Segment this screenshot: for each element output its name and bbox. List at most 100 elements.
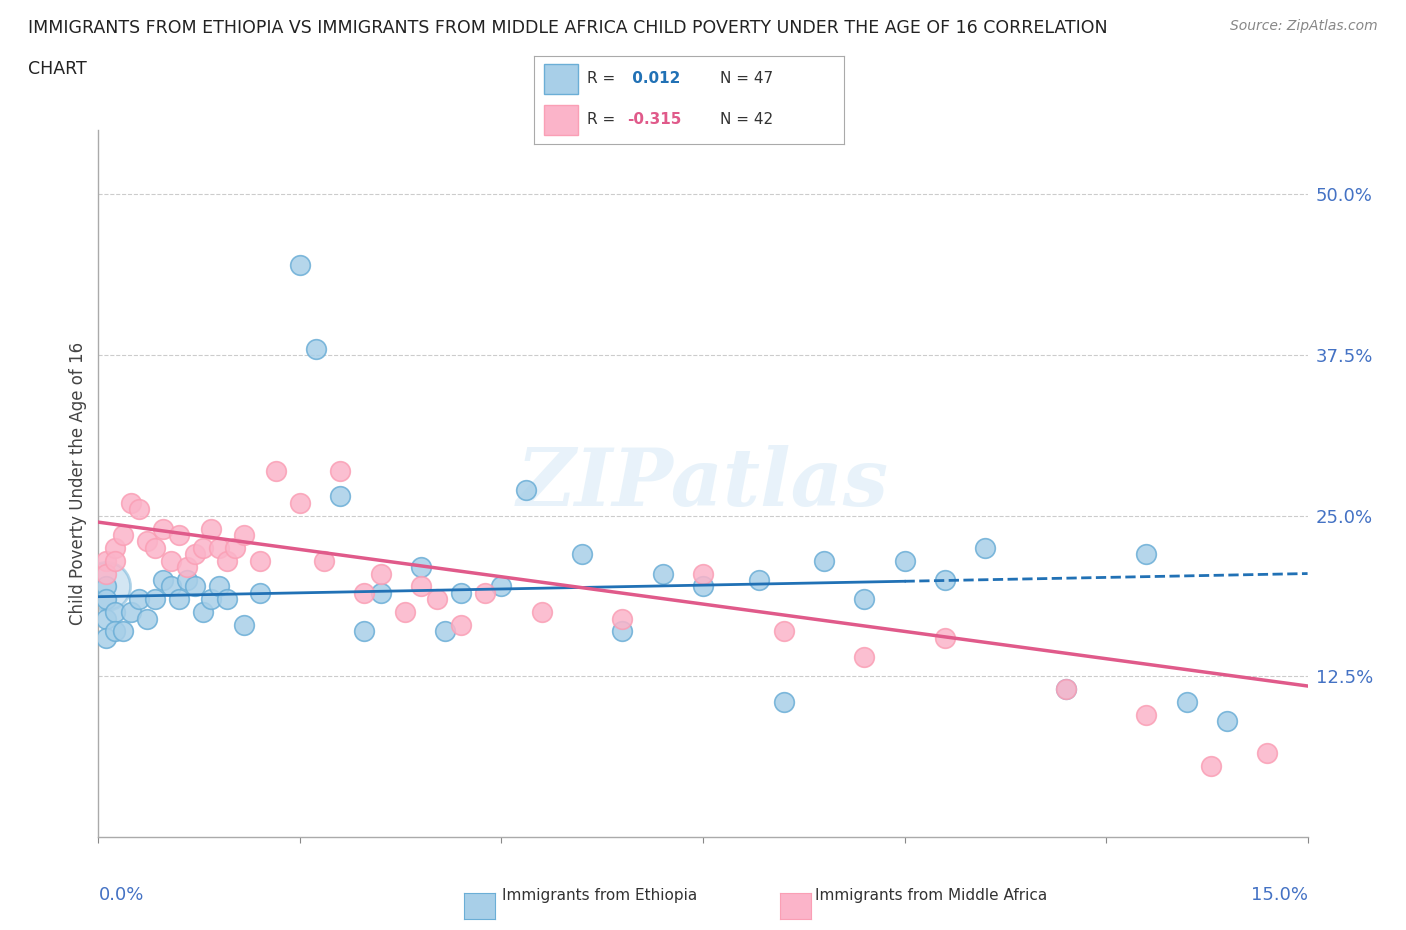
Point (409, 579, 432, 594)
Point (515, 483, 537, 498)
Point (160, 553, 183, 568)
Point (224, 540, 246, 555)
Point (651, 566, 673, 581)
Point (217, 591, 239, 606)
Point (409, 560, 432, 575)
Point (329, 489, 352, 504)
Point (974, 540, 997, 555)
Point (934, 631, 956, 645)
Point (314, 553, 336, 568)
Point (96, 579, 118, 594)
Point (143, 540, 166, 555)
Point (200, 521, 222, 536)
Point (96, 591, 118, 606)
Point (96, 553, 118, 568)
Point (370, 585, 392, 600)
Point (1054, 682, 1077, 697)
Point (353, 585, 375, 600)
Point (288, 258, 311, 272)
Text: R =: R = (586, 113, 620, 127)
Point (692, 579, 714, 594)
Point (176, 560, 198, 575)
Point (934, 573, 956, 588)
Text: IMMIGRANTS FROM ETHIOPIA VS IMMIGRANTS FROM MIDDLE AFRICA CHILD POVERTY UNDER TH: IMMIGRANTS FROM ETHIOPIA VS IMMIGRANTS F… (28, 19, 1108, 36)
Point (96, 631, 118, 645)
Point (208, 579, 231, 594)
Point (135, 611, 157, 626)
Point (152, 521, 174, 536)
Point (1256, 746, 1278, 761)
Point (1175, 695, 1198, 710)
Text: Source: ZipAtlas.com: Source: ZipAtlas.com (1230, 19, 1378, 33)
Point (1135, 708, 1157, 723)
Point (96, 566, 118, 581)
Point (193, 540, 215, 555)
Point (264, 463, 287, 478)
Text: 0.0%: 0.0% (98, 886, 143, 905)
Point (450, 585, 472, 600)
Point (692, 566, 714, 581)
Point (612, 624, 634, 639)
Point (1216, 714, 1239, 729)
Point (772, 695, 794, 710)
Point (143, 591, 166, 606)
Point (111, 527, 134, 542)
Point (571, 547, 593, 562)
Text: Immigrants from Middle Africa: Immigrants from Middle Africa (815, 888, 1047, 903)
Point (96, 611, 118, 626)
Point (491, 579, 513, 594)
Point (1135, 547, 1157, 562)
Point (1199, 759, 1222, 774)
Point (288, 496, 311, 511)
Point (103, 553, 125, 568)
FancyBboxPatch shape (544, 105, 578, 136)
Point (120, 496, 142, 511)
Point (120, 604, 142, 619)
Point (426, 591, 449, 606)
Text: N = 42: N = 42 (720, 113, 773, 127)
Point (853, 650, 876, 665)
Point (893, 553, 915, 568)
Point (200, 591, 222, 606)
Point (167, 591, 190, 606)
Y-axis label: Child Poverty Under the Age of 16: Child Poverty Under the Age of 16 (69, 342, 87, 625)
Point (394, 604, 416, 619)
Point (184, 579, 207, 594)
Text: R =: R = (586, 71, 620, 86)
Text: 0.012: 0.012 (627, 71, 681, 86)
Point (772, 624, 794, 639)
Point (249, 585, 271, 600)
Point (103, 604, 125, 619)
Point (748, 573, 770, 588)
Point (353, 624, 375, 639)
Text: N = 47: N = 47 (720, 71, 773, 86)
Point (305, 341, 328, 356)
Point (96, 579, 118, 594)
Text: ZIPatlas: ZIPatlas (517, 445, 889, 523)
Point (434, 624, 457, 639)
Point (612, 611, 634, 626)
Point (103, 540, 125, 555)
Point (103, 624, 125, 639)
Point (208, 540, 231, 555)
Point (853, 591, 876, 606)
Point (176, 573, 198, 588)
Point (184, 547, 207, 562)
Point (160, 579, 183, 594)
Point (329, 463, 352, 478)
Point (249, 553, 271, 568)
Text: CHART: CHART (28, 60, 87, 78)
Point (1054, 682, 1077, 697)
Point (128, 502, 150, 517)
FancyBboxPatch shape (544, 64, 578, 94)
Point (167, 527, 190, 542)
Point (152, 573, 174, 588)
Text: Immigrants from Ethiopia: Immigrants from Ethiopia (502, 888, 697, 903)
Point (217, 553, 239, 568)
Point (370, 566, 392, 581)
Text: 15.0%: 15.0% (1250, 886, 1308, 905)
Point (128, 591, 150, 606)
Point (111, 624, 134, 639)
Point (474, 585, 496, 600)
Point (193, 604, 215, 619)
